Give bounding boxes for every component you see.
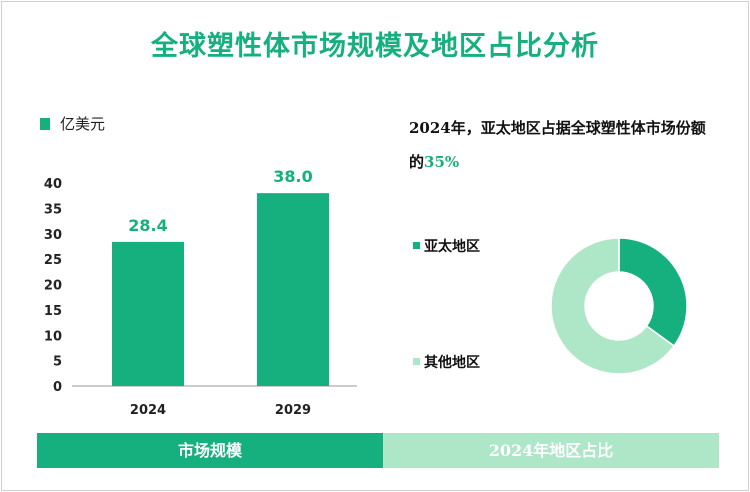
donut-chart [550, 237, 688, 375]
bar-chart: 0 5 10 15 20 25 30 35 40 28.4 2024 38.0 2029 [44, 167, 357, 418]
donut-slice [550, 237, 676, 375]
unit-label: 亿美元 [60, 115, 106, 133]
legend-item-asia-pacific: 亚太地区 [413, 236, 480, 256]
y-tick-label: 35 [44, 202, 62, 217]
y-tick-label: 5 [53, 355, 62, 370]
y-tick-label: 20 [44, 279, 62, 294]
bar-data-label: 28.4 [128, 216, 167, 235]
y-axis-unit: 亿美元 [40, 113, 105, 134]
y-tick-label: 25 [44, 253, 62, 268]
bar [112, 241, 184, 386]
y-tick-label: 30 [44, 228, 62, 243]
donut-slice [618, 237, 688, 348]
footer-region-share: 2024年地区占比 [383, 433, 719, 468]
y-tick-label: 40 [44, 177, 62, 192]
y-tick-label: 0 [53, 380, 62, 395]
y-tick-label: 15 [44, 304, 62, 319]
legend-swatch-other [413, 358, 420, 365]
x-tick-label: 2024 [130, 403, 166, 418]
x-tick-label: 2029 [275, 403, 311, 418]
bar-data-label: 38.0 [273, 167, 312, 186]
pie-heading-text: 2024年，亚太地区占据全球塑性体市场份额的 [409, 119, 706, 171]
legend-swatch-asia-pacific [413, 242, 420, 249]
page-title: 全球塑性体市场规模及地区占比分析 [151, 31, 599, 62]
legend-label-asia-pacific: 亚太地区 [424, 239, 480, 255]
pie-heading: 2024年，亚太地区占据全球塑性体市场份额的35% [409, 111, 719, 179]
legend-item-other: 其他地区 [413, 352, 480, 372]
y-tick-label: 10 [44, 329, 62, 344]
footer-market-size: 市场规模 [37, 433, 383, 468]
bar [257, 193, 329, 386]
pie-heading-highlight: 35% [424, 153, 460, 171]
legend-label-other: 其他地区 [424, 355, 480, 371]
unit-legend-swatch [40, 118, 50, 130]
